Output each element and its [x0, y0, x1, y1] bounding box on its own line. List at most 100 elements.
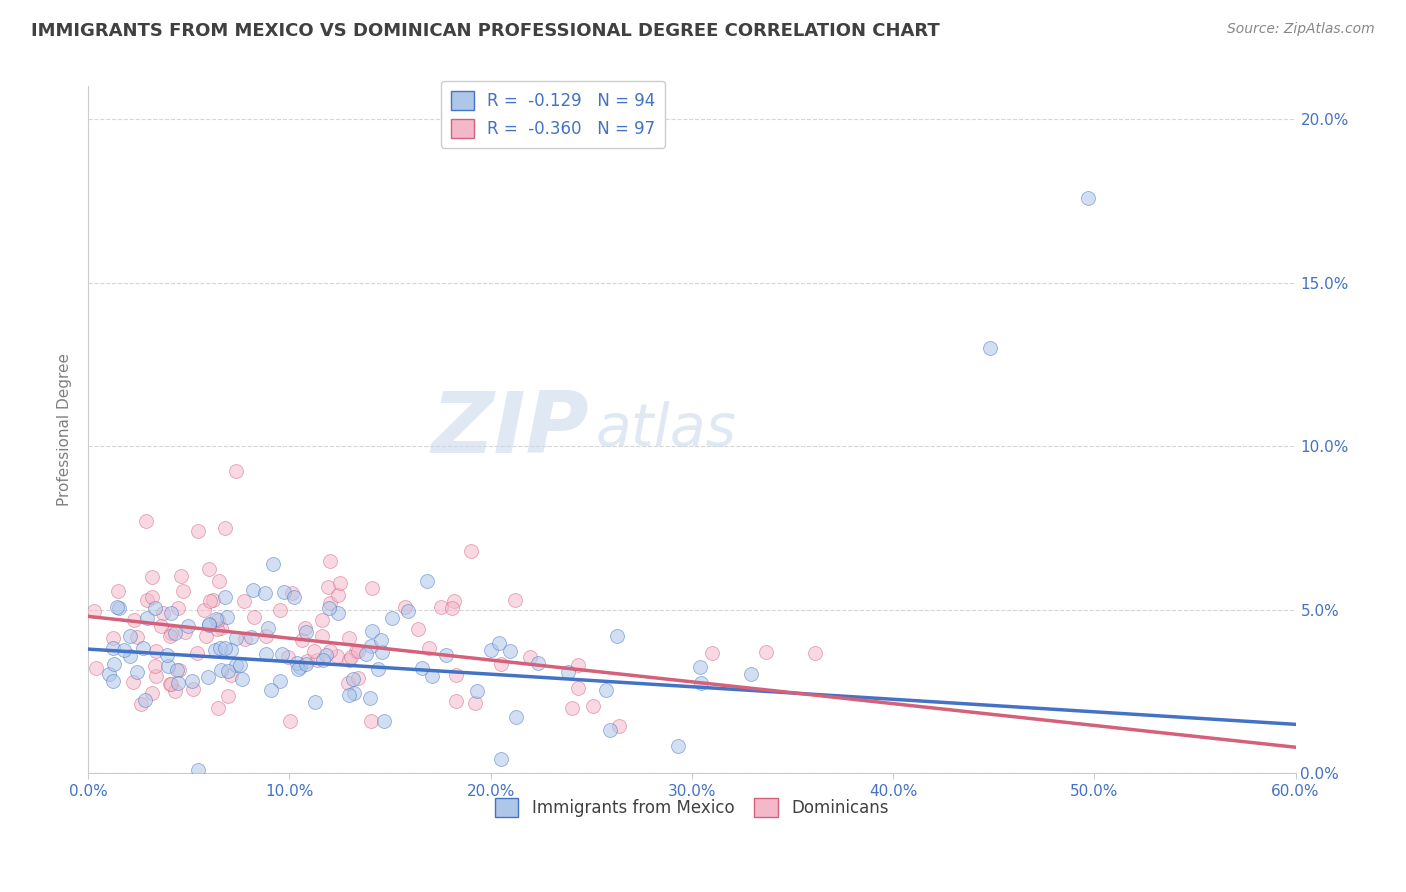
Point [280, 714, 302, 729]
Point [337, 688, 360, 702]
Point [560, 700, 582, 714]
Point [207, 613, 229, 627]
Point [150, 619, 173, 633]
Point [231, 673, 253, 687]
Point [193, 602, 215, 616]
Point [159, 607, 181, 621]
Point [159, 629, 181, 643]
Point [416, 574, 439, 588]
Legend: Immigrants from Mexico, Dominicans: Immigrants from Mexico, Dominicans [488, 791, 896, 823]
Point [254, 647, 277, 661]
Point [291, 632, 314, 647]
Point [304, 695, 326, 709]
Point [311, 613, 333, 627]
Point [347, 671, 370, 685]
Point [503, 593, 526, 607]
Point [294, 621, 316, 635]
Point [83, 604, 105, 618]
Point [197, 670, 219, 684]
Point [359, 691, 381, 706]
Point [209, 663, 232, 677]
Point [180, 674, 202, 689]
Point [120, 648, 142, 663]
Point [141, 570, 163, 584]
Point [108, 601, 131, 615]
Point [197, 618, 219, 632]
Point [326, 607, 349, 621]
Point [240, 630, 263, 644]
Point [156, 648, 179, 662]
Point [360, 581, 382, 595]
Point [207, 701, 229, 715]
Point [125, 630, 148, 644]
Point [145, 669, 167, 683]
Point [460, 544, 482, 558]
Point [243, 610, 266, 624]
Point [141, 590, 163, 604]
Point [567, 681, 589, 696]
Point [394, 600, 416, 615]
Point [214, 641, 236, 656]
Point [205, 612, 228, 626]
Text: atlas: atlas [595, 401, 737, 458]
Point [197, 562, 219, 576]
Point [159, 677, 181, 691]
Point [316, 580, 339, 594]
Point [112, 643, 135, 657]
Point [342, 673, 364, 687]
Point [755, 645, 778, 659]
Point [209, 621, 232, 635]
Point [97, 667, 120, 681]
Point [134, 692, 156, 706]
Point [689, 660, 711, 674]
Point [294, 624, 316, 639]
Point [281, 586, 304, 600]
Point [488, 636, 510, 650]
Text: ZIP: ZIP [432, 388, 589, 471]
Point [156, 659, 179, 673]
Point [370, 632, 392, 647]
Point [326, 588, 349, 602]
Point [271, 647, 294, 661]
Point [318, 601, 340, 615]
Point [430, 599, 453, 614]
Point [315, 648, 337, 662]
Point [567, 657, 589, 672]
Point [465, 683, 488, 698]
Point [152, 606, 174, 620]
Point [319, 644, 342, 658]
Point [225, 464, 247, 478]
Point [217, 665, 239, 679]
Point [343, 685, 366, 699]
Point [411, 660, 433, 674]
Point [381, 610, 404, 624]
Point [254, 585, 277, 599]
Point [557, 665, 579, 680]
Point [257, 621, 280, 635]
Point [186, 524, 208, 539]
Point [582, 698, 605, 713]
Point [740, 666, 762, 681]
Point [305, 653, 328, 667]
Point [166, 664, 188, 678]
Point [347, 644, 370, 658]
Point [607, 719, 630, 733]
Point [145, 644, 167, 658]
Point [219, 668, 242, 682]
Point [344, 644, 367, 658]
Point [479, 643, 502, 657]
Point [420, 669, 443, 683]
Point [406, 622, 429, 636]
Point [122, 613, 145, 627]
Point [242, 583, 264, 598]
Point [260, 682, 283, 697]
Point [177, 618, 200, 632]
Point [269, 674, 291, 689]
Point [595, 683, 617, 698]
Point [172, 583, 194, 598]
Point [803, 646, 825, 660]
Point [285, 656, 308, 670]
Point [205, 622, 228, 636]
Point [202, 593, 225, 607]
Point [499, 644, 522, 658]
